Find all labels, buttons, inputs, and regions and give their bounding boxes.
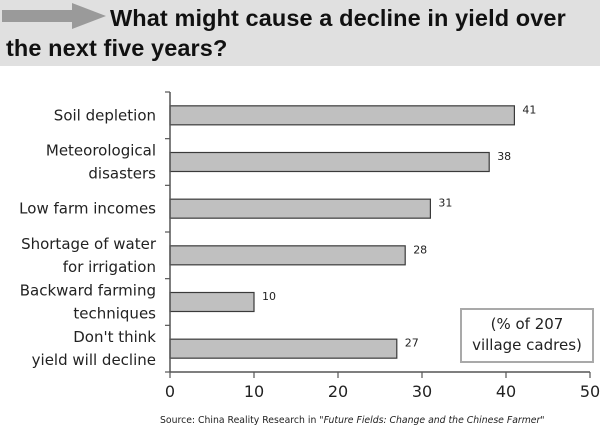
bar <box>169 105 515 126</box>
bar-value-label: 10 <box>262 290 276 303</box>
bar <box>169 151 490 173</box>
bar-value-label: 28 <box>413 243 427 256</box>
axis-layer <box>165 91 591 378</box>
right-arrow-icon <box>2 3 106 29</box>
bars-layer <box>169 105 515 359</box>
bar-value-label: 38 <box>497 150 511 163</box>
source-title: "Future Fields: Change and the Chinese F… <box>319 415 545 426</box>
bar-value-label: 31 <box>438 197 452 210</box>
bar <box>169 245 406 266</box>
annotation-line-1: (% of 207 <box>490 315 564 333</box>
source-prefix: Source: China Reality Research in <box>160 415 320 426</box>
category-label: disasters <box>88 165 156 183</box>
bar <box>169 338 398 359</box>
category-label: techniques <box>73 305 156 323</box>
bar <box>169 198 431 219</box>
bar-value-label: 41 <box>522 103 536 116</box>
x-tick-label: 40 <box>496 382 516 401</box>
category-label: Low farm incomes <box>19 200 156 218</box>
x-tick-label: 20 <box>328 382 348 401</box>
annotation-box: (% of 207 village cadres) <box>460 308 594 363</box>
bar <box>169 291 255 313</box>
source-note: Source: China Reality Research in "Futur… <box>160 415 596 426</box>
x-tick-label: 30 <box>412 382 432 401</box>
annotation-line-2: village cadres) <box>472 336 582 354</box>
category-label: Shortage of water <box>21 235 157 253</box>
x-tick-label: 0 <box>165 382 175 401</box>
bar-value-label: 27 <box>405 337 419 350</box>
category-label: Meteorological <box>46 142 156 160</box>
category-label: for irrigation <box>63 258 156 276</box>
x-tick-label: 50 <box>580 382 600 401</box>
chart-title: What might cause a decline in yield over… <box>6 5 566 61</box>
category-label: yield will decline <box>32 351 156 369</box>
category-label: Backward farming <box>20 282 156 300</box>
labels-layer: 41 Soil depletion 38 Meteorological disaster… <box>19 103 600 401</box>
title-band: What might cause a decline in yield over… <box>0 0 600 66</box>
x-tick-label: 10 <box>244 382 264 401</box>
category-label: Soil depletion <box>54 106 156 124</box>
category-label: Don't think <box>73 328 156 346</box>
